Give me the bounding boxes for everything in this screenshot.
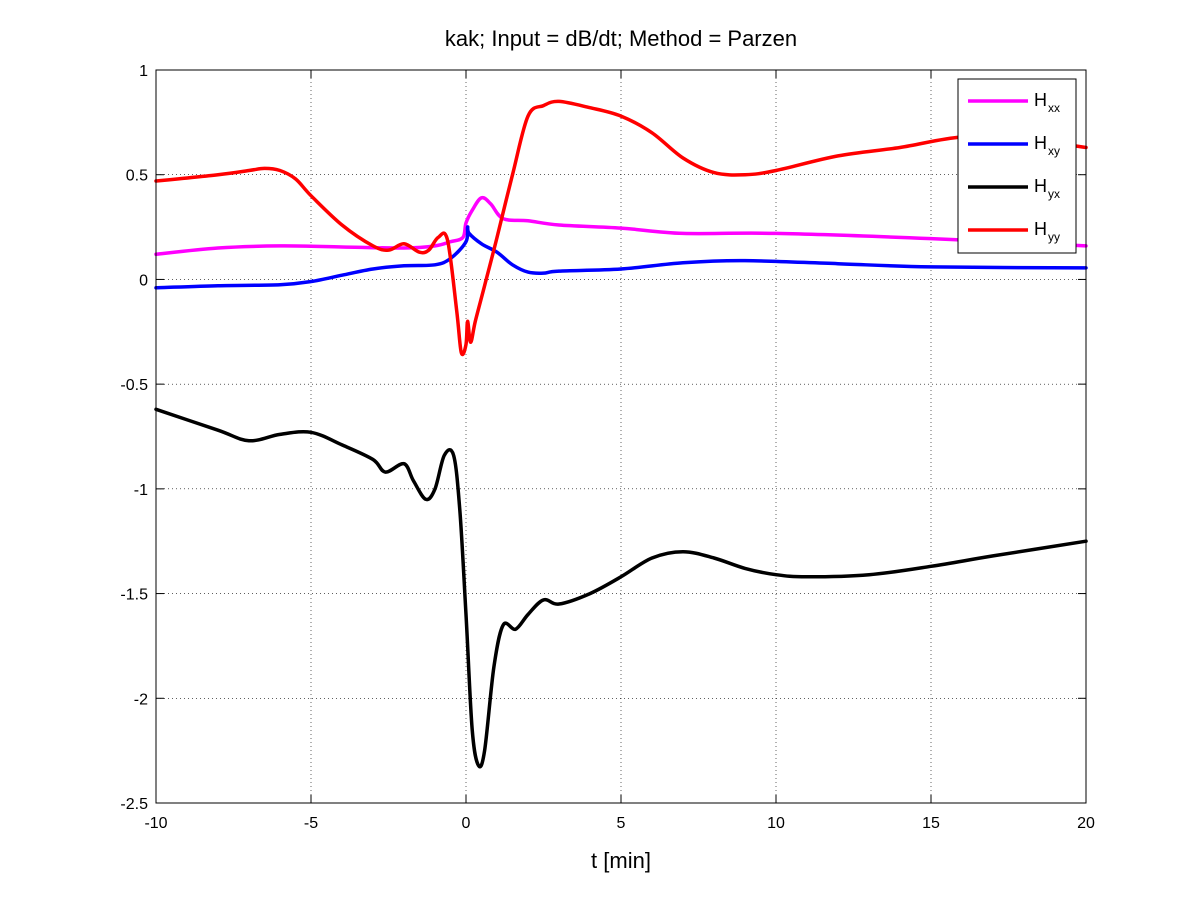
series-line-xy xyxy=(154,225,1088,290)
y-tick-label: -2.5 xyxy=(120,796,148,813)
y-tick-label: -1.5 xyxy=(120,587,148,604)
plot-area xyxy=(156,70,1086,803)
series-line-yy xyxy=(154,99,1088,357)
chart-title: kak; Input = dB/dt; Method = Parzen xyxy=(445,26,797,51)
x-tick-label: 5 xyxy=(617,815,626,832)
legend-label-yx: H xyxy=(1034,176,1047,196)
legend-subscript-xx: xx xyxy=(1048,101,1060,115)
y-tick-label: -1 xyxy=(134,482,148,499)
legend-label-xy: H xyxy=(1034,133,1047,153)
y-tick-label: -2 xyxy=(134,691,148,708)
x-tick-label: 15 xyxy=(922,815,940,832)
y-tick-label: 1 xyxy=(139,63,148,80)
legend-subscript-yy: yy xyxy=(1048,230,1060,244)
series-line-yx xyxy=(154,407,1088,769)
legend-label-yy: H xyxy=(1034,219,1047,239)
legend-label-xx: H xyxy=(1034,90,1047,110)
series-layer xyxy=(154,99,1088,769)
x-tick-label: 0 xyxy=(462,815,471,832)
series-line-xx xyxy=(154,195,1088,257)
y-tick-label: 0.5 xyxy=(126,168,148,185)
x-tick-label: -10 xyxy=(144,815,167,832)
tick-marks xyxy=(155,69,1087,804)
legend-subscript-yx: yx xyxy=(1048,187,1060,201)
y-tick-label: -0.5 xyxy=(120,377,148,394)
legend-subscript-xy: xy xyxy=(1048,144,1060,158)
x-tick-label: 20 xyxy=(1077,815,1095,832)
y-tick-label: 0 xyxy=(139,272,148,289)
x-tick-label: 10 xyxy=(767,815,785,832)
x-tick-label: -5 xyxy=(304,815,318,832)
legend-box xyxy=(957,78,1077,254)
tick-labels: -10 -5 0 5 10 15 20 -2.5 -2 -1.5 -1 -0.5 0 0.5 1 xyxy=(120,63,1095,832)
x-axis-label: t [min] xyxy=(591,848,651,873)
